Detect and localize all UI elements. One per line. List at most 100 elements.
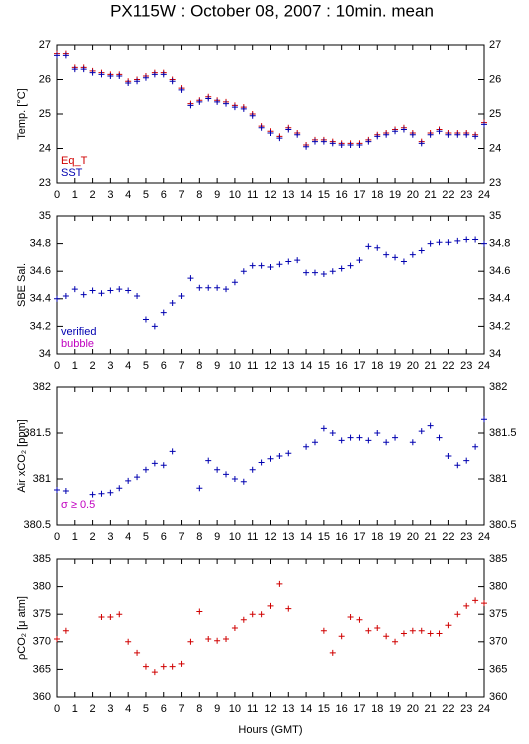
x-tick-label: 2	[90, 703, 96, 715]
data-point	[151, 460, 158, 467]
y-tick-label: 24	[489, 142, 501, 154]
data-point	[54, 487, 60, 494]
data-point	[347, 434, 354, 441]
x-tick-label: 21	[425, 360, 437, 372]
data-point	[303, 143, 310, 150]
data-point	[400, 630, 407, 637]
data-point	[54, 295, 60, 302]
x-tick-label: 0	[54, 703, 60, 715]
y-tick-label: 25	[39, 108, 51, 120]
data-point	[169, 663, 176, 670]
data-point	[71, 66, 78, 73]
data-point	[240, 268, 247, 275]
x-tick-label: 18	[371, 360, 383, 372]
data-point	[374, 625, 381, 631]
data-point	[356, 257, 363, 264]
x-tick-label: 12	[264, 703, 276, 715]
data-point	[205, 95, 212, 102]
y-tick-label: 360	[489, 691, 507, 703]
data-point	[169, 448, 176, 455]
x-tick-label: 23	[460, 703, 472, 715]
data-point	[276, 261, 283, 268]
data-point	[400, 258, 407, 265]
x-tick-label: 4	[125, 703, 131, 715]
data-point	[187, 102, 194, 109]
plot-frame	[56, 558, 485, 698]
data-point	[338, 633, 345, 640]
x-tick-label: 2	[90, 189, 96, 201]
data-point	[383, 633, 390, 640]
data-point	[383, 439, 390, 446]
x-tick-label: 1	[72, 531, 78, 543]
x-tick-label: 10	[229, 531, 241, 543]
data-point	[400, 126, 407, 133]
legend-entry: SST	[61, 167, 83, 179]
y-tick-label: 382	[489, 381, 507, 393]
data-point	[169, 299, 176, 306]
x-tick-label: 15	[318, 703, 330, 715]
y-axis-title: Temp. [°C]	[16, 88, 28, 139]
data-point	[311, 138, 318, 145]
data-point	[240, 105, 247, 112]
data-point	[472, 236, 479, 243]
data-point	[311, 269, 318, 276]
y-tick-label: 385	[489, 553, 507, 565]
data-point	[178, 293, 185, 300]
data-point	[383, 251, 390, 258]
x-tick-label: 7	[178, 189, 184, 201]
data-point	[454, 611, 461, 618]
x-tick-label: 14	[300, 703, 312, 715]
data-point	[116, 73, 123, 80]
x-tick-label: 17	[353, 360, 365, 372]
x-tick-label: 6	[161, 189, 167, 201]
data-point	[445, 239, 452, 246]
x-tick-label: 17	[353, 189, 365, 201]
x-tick-label: 20	[407, 703, 419, 715]
x-tick-label: 23	[460, 189, 472, 201]
x-tick-label: 6	[161, 703, 167, 715]
y-tick-label: 370	[489, 636, 507, 648]
data-point	[338, 437, 345, 444]
data-point	[463, 602, 470, 609]
data-point	[223, 636, 230, 643]
data-point	[80, 291, 87, 298]
x-tick-label: 9	[214, 189, 220, 201]
data-point	[436, 128, 443, 135]
data-point	[258, 459, 265, 466]
data-point	[125, 638, 132, 645]
data-point	[196, 98, 203, 105]
data-point	[436, 434, 443, 441]
data-point	[125, 287, 132, 294]
data-point	[347, 613, 354, 620]
x-tick-label: 5	[143, 360, 149, 372]
data-point	[285, 258, 292, 265]
y-tick-label: 375	[489, 608, 507, 620]
data-point	[445, 622, 452, 629]
data-point	[249, 262, 256, 269]
data-point	[436, 630, 443, 637]
data-point	[303, 443, 310, 450]
data-point	[409, 131, 416, 138]
data-point	[98, 71, 105, 78]
y-axis-title: SBE Sal.	[16, 263, 28, 307]
y-tick-label: 34.8	[30, 238, 51, 250]
data-point	[205, 284, 212, 291]
data-point	[151, 71, 158, 78]
x-tick-label: 24	[478, 360, 490, 372]
data-point	[356, 616, 363, 623]
chart-title: PX115W : October 08, 2007 : 10min. mean	[110, 1, 434, 20]
y-tick-label: 34.4	[30, 293, 51, 305]
x-tick-label: 18	[371, 531, 383, 543]
x-axis-title: Hours (GMT)	[238, 724, 302, 736]
x-tick-label: 14	[300, 189, 312, 201]
plot-frame	[56, 215, 485, 355]
x-tick-label: 15	[318, 360, 330, 372]
data-point	[418, 428, 425, 435]
data-point	[409, 627, 416, 634]
data-point	[276, 580, 283, 587]
y-tick-label: 27	[489, 39, 501, 51]
x-tick-label: 22	[442, 189, 454, 201]
data-point	[89, 491, 96, 498]
y-tick-label: 34	[489, 348, 501, 360]
